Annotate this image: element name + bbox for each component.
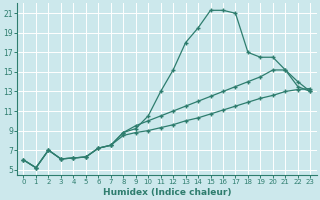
X-axis label: Humidex (Indice chaleur): Humidex (Indice chaleur) <box>103 188 231 197</box>
